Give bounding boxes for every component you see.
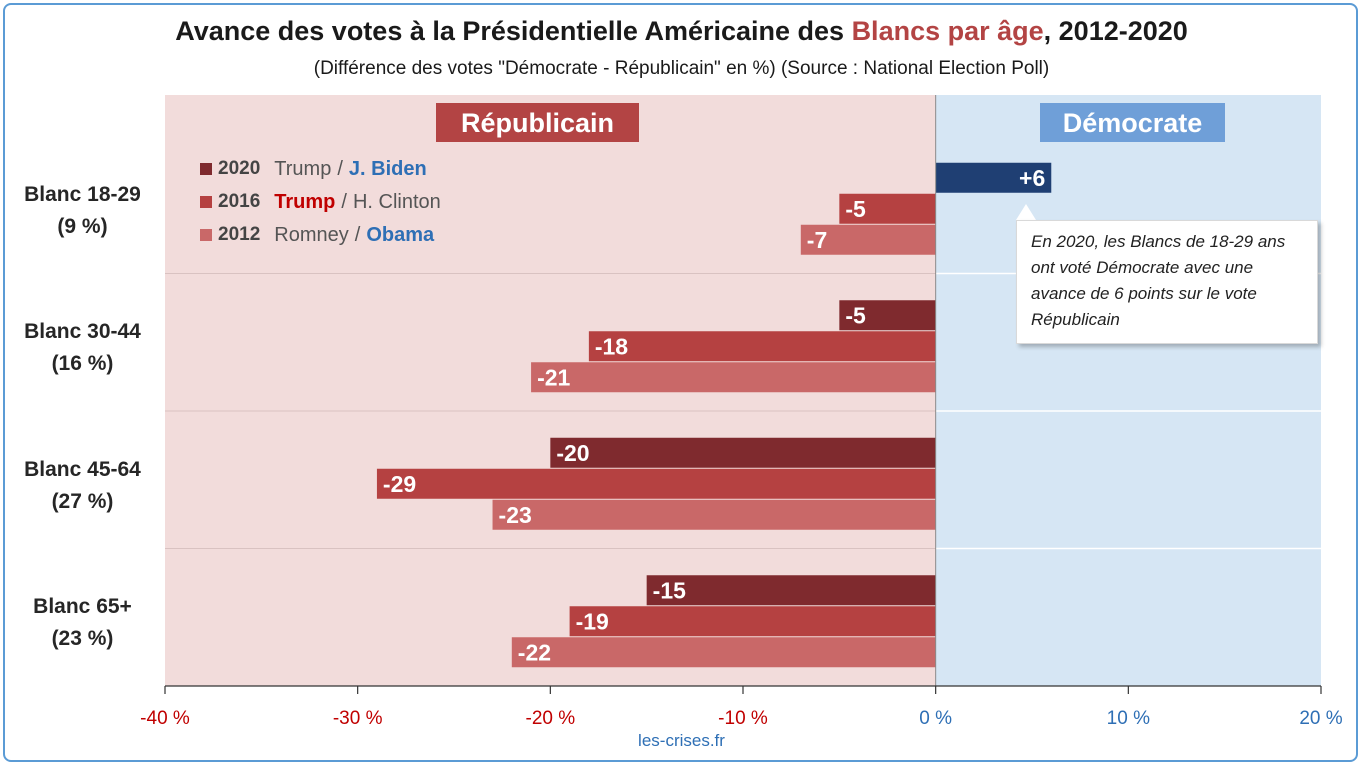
bar-label-2020-2: -5 xyxy=(845,302,866,328)
category-label-line: Blanc 18-29 xyxy=(24,182,141,206)
bar-label-2016-2: -18 xyxy=(595,333,628,359)
legend-separator: / xyxy=(341,190,347,213)
legend-dem-candidate: H. Clinton xyxy=(352,190,441,213)
legend-rep-candidate: Trump xyxy=(274,157,332,180)
republican-label-box xyxy=(436,103,639,142)
bar-label-2016-3: -29 xyxy=(383,471,416,497)
x-tick-label: 0 % xyxy=(919,708,952,729)
bar-label-2012-3: -23 xyxy=(499,502,532,528)
legend-year: 2012 xyxy=(218,224,261,245)
democrat-label-box xyxy=(1040,103,1225,142)
category-label-line: (27 %) xyxy=(51,489,114,513)
democrat-label: Démocrate xyxy=(1063,108,1203,138)
bar-label-2012-2: -21 xyxy=(537,364,570,390)
category-label: Blanc 45-64 (27 %) xyxy=(0,454,165,518)
bar-label-2016-1: -5 xyxy=(845,196,866,222)
bar-label-2020-3: -20 xyxy=(556,440,589,466)
legend-separator: / xyxy=(337,157,343,180)
chart-subtitle: (Différence des votes "Démocrate - Répub… xyxy=(313,58,1050,79)
category-label-line: (16 %) xyxy=(51,352,114,376)
bar-2020-2 xyxy=(839,300,936,331)
chart-title: Avance des votes à la Présidentielle Amé… xyxy=(175,16,1188,46)
bar-label-2020-1: +6 xyxy=(1019,165,1045,191)
annotation-tail xyxy=(1016,204,1036,220)
legend-item-2020: 2020 Trump / J. Biden xyxy=(200,155,427,183)
legend-rep-candidate: Romney xyxy=(274,223,349,246)
category-label-line: Blanc 65+ xyxy=(33,595,132,619)
bar-2012-4 xyxy=(511,637,936,668)
bar-2016-1 xyxy=(839,193,936,224)
category-label-line: (9 %) xyxy=(57,214,108,238)
legend-dem-candidate: J. Biden xyxy=(348,157,427,180)
category-label: Blanc 65+ (23 %) xyxy=(0,591,165,655)
x-tick-label: -10 % xyxy=(718,708,768,729)
legend-year: 2016 xyxy=(218,191,261,212)
legend-item-2012: 2012 Romney / Obama xyxy=(200,221,434,249)
bar-label-2012-1: -7 xyxy=(807,227,827,253)
bar-2012-1 xyxy=(800,224,936,255)
footer-source: les-crises.fr xyxy=(638,731,725,750)
legend-item-2016: 2016 Trump / H. Clinton xyxy=(200,188,441,216)
category-label: Blanc 18-29 (9 %) xyxy=(0,179,165,243)
legend-separator: / xyxy=(354,223,361,246)
legend-swatch xyxy=(200,229,212,241)
bar-label-2012-4: -22 xyxy=(518,639,551,665)
bar-2016-4 xyxy=(569,606,936,637)
x-tick-label: 20 % xyxy=(1299,708,1342,729)
bar-label-2016-4: -19 xyxy=(576,608,609,634)
category-label-line: (23 %) xyxy=(51,627,114,651)
category-label: Blanc 30-44 (16 %) xyxy=(0,316,165,380)
x-tick-label: 10 % xyxy=(1107,708,1150,729)
legend-year: 2020 xyxy=(218,158,261,179)
category-label-line: Blanc 45-64 xyxy=(24,457,141,481)
legend-dem-candidate: Obama xyxy=(366,223,435,246)
bar-label-2020-4: -15 xyxy=(653,577,686,603)
legend-swatch xyxy=(200,196,212,208)
annotation-callout: En 2020, les Blancs de 18-29 ans ont vot… xyxy=(1016,220,1318,344)
bar-2020-3 xyxy=(550,437,936,468)
bar-2020-1 xyxy=(935,162,1052,193)
x-tick-label: -30 % xyxy=(333,708,383,729)
bar-2016-3 xyxy=(376,468,936,499)
x-tick-label: -40 % xyxy=(140,708,190,729)
bar-2016-2 xyxy=(588,331,936,362)
republican-label: Républicain xyxy=(461,108,614,138)
legend-rep-candidate: Trump xyxy=(274,190,336,213)
democrat-zone xyxy=(935,95,1321,686)
bar-2012-2 xyxy=(531,362,936,393)
category-label-line: Blanc 30-44 xyxy=(24,320,141,344)
bar-2020-4 xyxy=(646,575,936,606)
legend-swatch xyxy=(200,163,212,175)
bar-2012-3 xyxy=(492,499,936,530)
x-tick-label: -20 % xyxy=(526,708,576,729)
